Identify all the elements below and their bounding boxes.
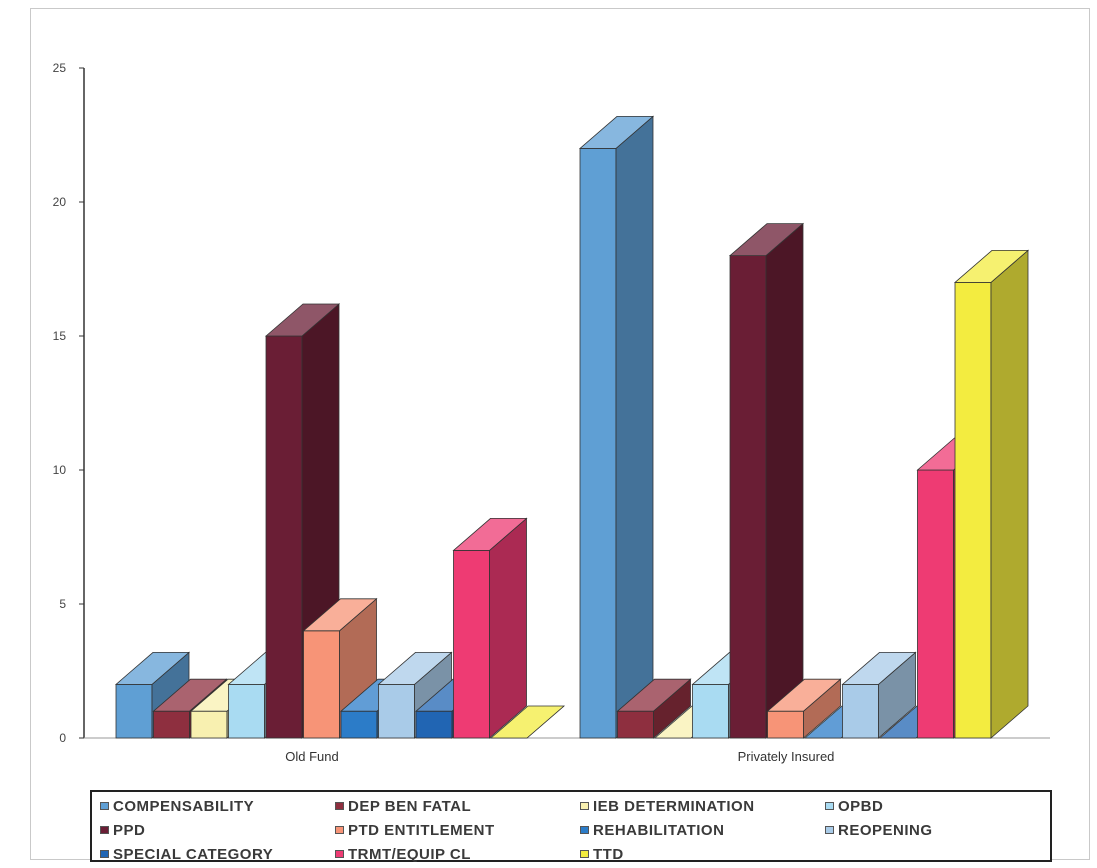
legend-swatch: [580, 826, 589, 834]
bar-ppd-top: [728, 223, 805, 257]
legend-item: REHABILITATION: [580, 818, 825, 842]
bar-ppd-front: [265, 335, 303, 739]
bar-compensability-top: [578, 116, 655, 149]
legend-label: REHABILITATION: [593, 821, 725, 839]
y-tick-label: 5: [59, 597, 66, 611]
y-tick-label: 20: [53, 195, 67, 209]
bar-trmt-equip-cl-side: [489, 517, 527, 739]
bar-compensability-front: [579, 147, 617, 739]
legend-label: COMPENSABILITY: [113, 797, 255, 815]
legend-label: IEB DETERMINATION: [593, 797, 755, 815]
bar-ppd-top: [264, 303, 341, 337]
bar-reopening-top: [841, 652, 917, 685]
chart-legend: COMPENSABILITY DEP BEN FATAL IEB DETERMINA…: [90, 790, 1055, 863]
y-tick-label: 25: [53, 61, 67, 75]
bar-compensability-front: [115, 684, 153, 739]
bar-ptd-entitlement-front: [303, 630, 340, 739]
bar-trmt-equip-cl-front: [917, 469, 954, 739]
bar-ppd-side: [765, 222, 804, 739]
bar-dep-ben-fatal-top: [152, 678, 228, 712]
x-category-label: Old Fund: [285, 749, 338, 764]
bar-reopening-front: [378, 684, 415, 739]
legend-swatch: [335, 850, 344, 858]
bar-ttd-front: [954, 281, 992, 739]
bar-reopening-front: [842, 684, 879, 739]
y-tick-label: 0: [59, 731, 66, 745]
bar-ptd-entitlement-top: [766, 678, 842, 712]
legend-item: DEP BEN FATAL: [335, 794, 580, 818]
bar-rehabilitation-front: [340, 710, 378, 739]
legend-swatch: [335, 826, 344, 834]
x-category-label: Privately Insured: [738, 749, 835, 764]
legend-swatch: [100, 826, 109, 834]
chart-plot: 0 5 10 15 20 25 Old Fund Privately Insured: [53, 61, 1050, 764]
legend-swatch: [100, 802, 109, 810]
legend-item: TRMT/EQUIP CL: [335, 842, 580, 866]
bar-compensability-top: [114, 652, 191, 685]
legend-label: OPBD: [838, 797, 884, 815]
legend-swatch: [100, 850, 109, 858]
y-tick-label: 15: [53, 329, 67, 343]
bar-ppd-front: [729, 255, 767, 739]
legend-swatch: [825, 802, 834, 810]
bar-ptd-entitlement-front: [767, 710, 804, 739]
bar-special-category-front: [415, 710, 453, 739]
legend-swatch: [335, 802, 344, 810]
bar-opbd-front: [692, 684, 729, 739]
bar-ttd-top: [953, 249, 1030, 283]
legend-swatch: [580, 802, 589, 810]
legend-item: OPBD: [825, 794, 1055, 818]
legend-item: COMPENSABILITY: [100, 794, 335, 818]
legend-swatch: [825, 826, 834, 834]
bar-ttd-side: [990, 249, 1029, 739]
bar-ieb-determination-front: [190, 710, 228, 739]
legend-item: TTD: [580, 842, 825, 866]
legend-item: REOPENING: [825, 818, 1055, 842]
bar-ttd-top: [489, 705, 566, 739]
bar-reopening-top: [377, 652, 453, 685]
legend-label: SPECIAL CATEGORY: [113, 845, 274, 863]
y-tick-label: 10: [53, 463, 67, 477]
legend-label: TRMT/EQUIP CL: [348, 845, 471, 863]
legend-label: PTD ENTITLEMENT: [348, 821, 495, 839]
bar-trmt-equip-cl-front: [453, 550, 490, 739]
bar-trmt-equip-cl-top: [452, 518, 528, 551]
legend-item: PPD: [100, 818, 335, 842]
legend-label: REOPENING: [838, 821, 933, 839]
bar-dep-ben-fatal-front: [153, 710, 190, 739]
bar-opbd-front: [228, 684, 265, 739]
legend-item: PTD ENTITLEMENT: [335, 818, 580, 842]
legend-item: SPECIAL CATEGORY: [100, 842, 335, 866]
bar-dep-ben-fatal-top: [616, 678, 692, 712]
legend-label: PPD: [113, 821, 146, 839]
legend-label: DEP BEN FATAL: [348, 797, 472, 815]
bar-compensability-side: [615, 115, 654, 739]
bar-dep-ben-fatal-front: [617, 710, 654, 739]
legend-swatch: [580, 850, 589, 858]
bar-ptd-entitlement-top: [302, 598, 378, 632]
legend-label: TTD: [593, 845, 624, 863]
legend-item: IEB DETERMINATION: [580, 794, 825, 818]
